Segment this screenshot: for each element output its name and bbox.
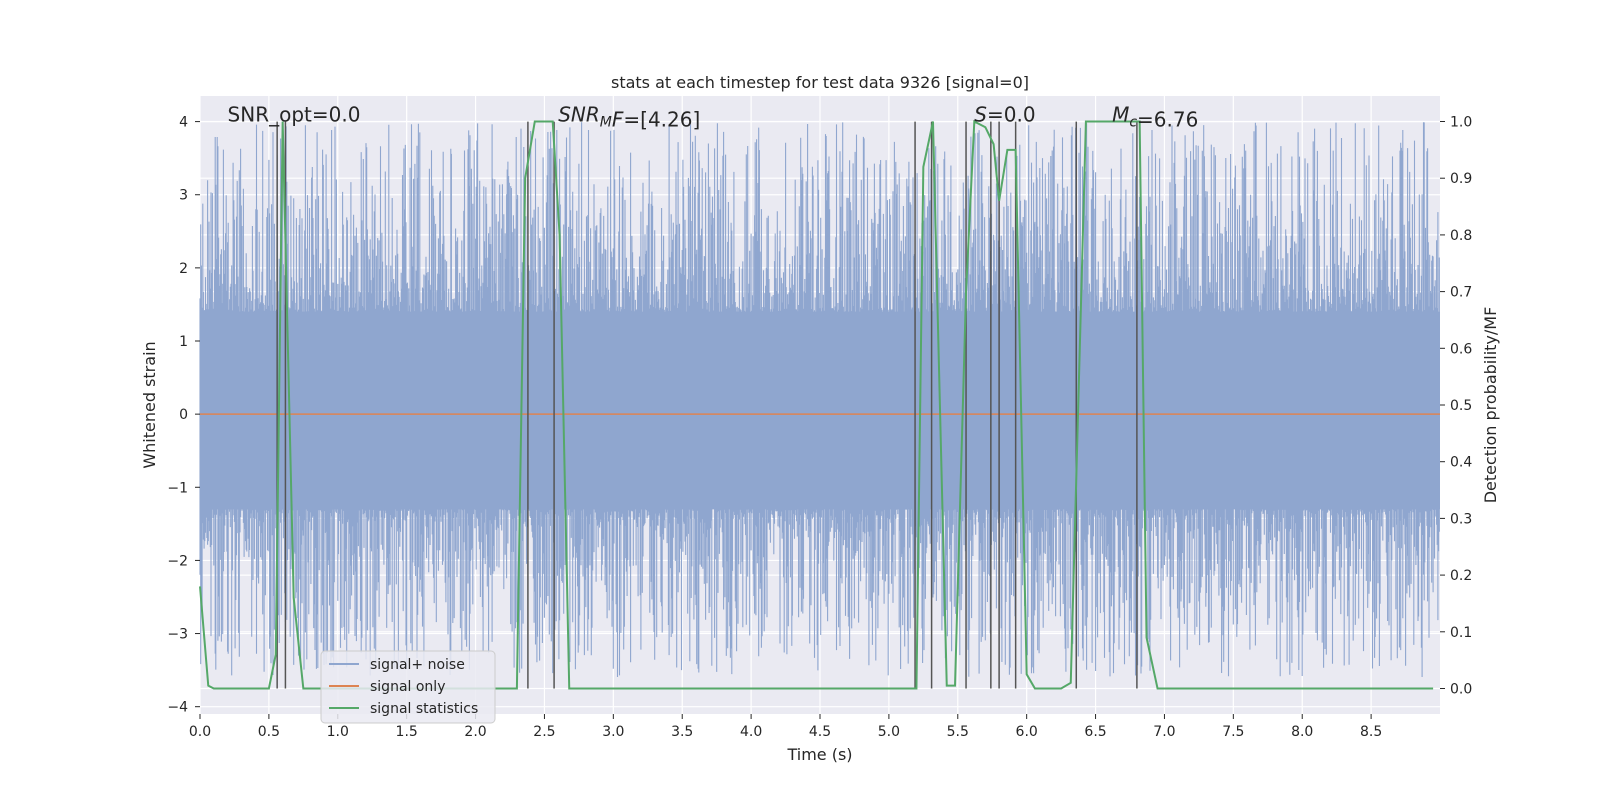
- y-tick-label-1: −3: [167, 627, 188, 643]
- y2-tick-label-1: 0.1: [1450, 625, 1472, 641]
- y2-ticks: 0.0 0.1 0.2 0.3 0.4 0.5 0.6 0.7 0.8 0.9 1.0: [1440, 115, 1472, 697]
- y-tick-label-6: 2: [179, 261, 188, 277]
- annotation-snr-opt: SNR_opt=0.0: [228, 102, 361, 126]
- x-tick-label-5: 2.5: [533, 724, 555, 740]
- annotation-snr-mf: SNRMF=[4.26]: [558, 102, 700, 131]
- y2-tick-label-7: 0.7: [1450, 285, 1472, 301]
- legend-label-signal-statistics: signal statistics: [370, 701, 478, 717]
- y-tick-label-2: −2: [167, 553, 188, 569]
- y-tick-label-8: 4: [179, 115, 188, 131]
- noise-trace: [199, 122, 1440, 677]
- legend-box: [320, 650, 496, 724]
- x-tick-label-3: 1.5: [396, 724, 418, 740]
- legend-label-signal-only: signal only: [370, 679, 445, 695]
- x-tick-label-11: 5.5: [947, 724, 969, 740]
- y2-tick-label-9: 0.9: [1450, 171, 1472, 187]
- y2-tick-label-2: 0.2: [1450, 568, 1472, 584]
- x-tick-label-13: 6.5: [1084, 724, 1106, 740]
- y2-axis-label: Detection probability/MF: [1481, 307, 1500, 504]
- signal-statistics-line: [199, 119, 1434, 690]
- x-tick-label-12: 6.0: [1016, 724, 1038, 740]
- y2-tick-label-4: 0.4: [1450, 455, 1472, 471]
- legend-label-signal-noise: signal+ noise: [370, 657, 465, 673]
- x-axis-label: Time (s): [786, 745, 852, 764]
- annotations: SNR_opt=0.0 SNRMF=[4.26] S=0.0 Mc=6.76: [228, 102, 1199, 131]
- x-tick-label-16: 8.0: [1291, 724, 1313, 740]
- y-tick-label-3: −1: [167, 480, 188, 496]
- signal-statistics-series: [199, 119, 1434, 690]
- y-tick-label-4: 0: [179, 407, 188, 423]
- detection-vlines: [276, 121, 1138, 689]
- x-tick-label-1: 0.5: [258, 724, 280, 740]
- x-tick-label-9: 4.5: [809, 724, 831, 740]
- x-tick-label-14: 7.0: [1153, 724, 1175, 740]
- y-tick-label-5: 1: [179, 334, 188, 350]
- noise-series: [199, 122, 1440, 677]
- y-tick-label-7: 3: [179, 188, 188, 204]
- chart-title: stats at each timestep for test data 932…: [611, 73, 1029, 92]
- x-tick-label-0: 0.0: [189, 724, 211, 740]
- x-tick-label-8: 4.0: [740, 724, 762, 740]
- y2-tick-label-0: 0.0: [1450, 681, 1472, 697]
- x-tick-label-2: 1.0: [327, 724, 349, 740]
- y2-tick-label-5: 0.5: [1450, 398, 1472, 414]
- y2-tick-label-3: 0.3: [1450, 511, 1472, 527]
- y-axis-label: Whitened strain: [140, 341, 159, 468]
- x-tick-label-10: 5.0: [878, 724, 900, 740]
- x-ticks: 0.0 0.5 1.0 1.5 2.0 2.5 3.0 3.5 4.0 4.5 5.0 5.5 6.0 6…: [189, 714, 1382, 740]
- annotation-s-stat: S=0.0: [974, 102, 1035, 126]
- annotation-mc: Mc=6.76: [1112, 102, 1198, 131]
- y2-tick-label-10: 1.0: [1450, 115, 1472, 131]
- y2-tick-label-8: 0.8: [1450, 228, 1472, 244]
- y-tick-label-0: −4: [167, 700, 188, 716]
- x-tick-label-6: 3.0: [602, 724, 624, 740]
- x-tick-label-4: 2.0: [464, 724, 486, 740]
- x-tick-label-7: 3.5: [671, 724, 693, 740]
- legend: signal+ noise signal only signal statist…: [320, 650, 496, 724]
- y2-tick-label-6: 0.6: [1450, 341, 1472, 357]
- y-ticks: −4 −3 −2 −1 0 1 2 3 4: [167, 115, 200, 716]
- x-tick-label-17: 8.5: [1360, 724, 1382, 740]
- x-tick-label-15: 7.5: [1222, 724, 1244, 740]
